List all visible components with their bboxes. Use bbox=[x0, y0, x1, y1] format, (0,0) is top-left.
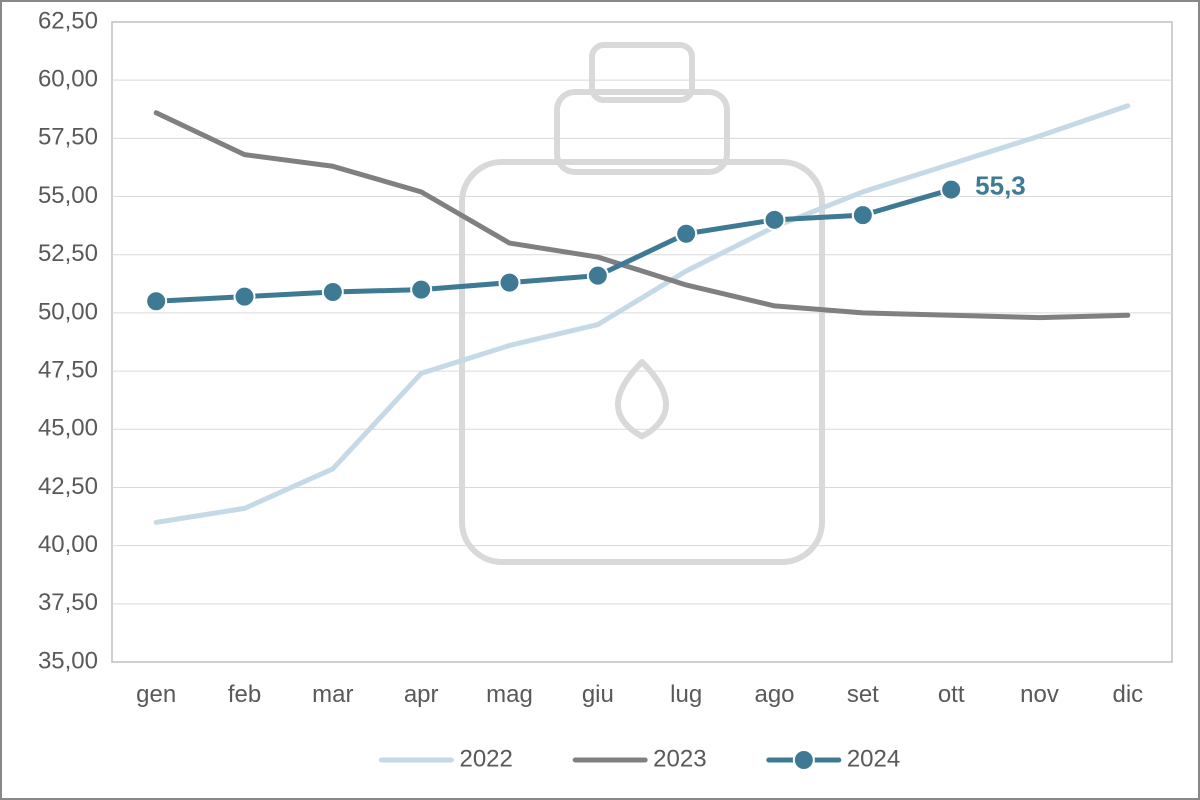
legend-label: 2023 bbox=[653, 745, 706, 772]
y-tick-label: 50,00 bbox=[38, 298, 98, 325]
y-tick-label: 52,50 bbox=[38, 240, 98, 267]
series-2023 bbox=[156, 113, 1128, 318]
y-tick-label: 60,00 bbox=[38, 66, 98, 93]
y-tick-label: 40,00 bbox=[38, 531, 98, 558]
series-2024-marker bbox=[765, 210, 785, 230]
y-tick-label: 57,50 bbox=[38, 124, 98, 151]
y-tick-label: 55,00 bbox=[38, 182, 98, 209]
x-tick-label: feb bbox=[228, 681, 261, 708]
legend-item-2024: 2024 bbox=[769, 745, 900, 772]
x-tick-label: apr bbox=[404, 681, 439, 708]
series-2024-marker bbox=[235, 287, 255, 307]
x-tick-label: set bbox=[847, 681, 879, 708]
series-2024-marker bbox=[676, 224, 696, 244]
series-2024-marker bbox=[323, 282, 343, 302]
series-2024: 55,3 bbox=[146, 170, 1026, 311]
x-tick-label: dic bbox=[1112, 681, 1143, 708]
legend: 2022 2023 2024 bbox=[381, 745, 900, 772]
legend-item-2022: 2022 bbox=[381, 745, 512, 772]
x-tick-label: mar bbox=[312, 681, 353, 708]
series-2024-marker bbox=[500, 273, 520, 293]
legend-label: 2022 bbox=[459, 745, 512, 772]
series-2024-last-label: 55,3 bbox=[975, 170, 1026, 200]
x-tick-label: mag bbox=[486, 681, 533, 708]
y-tick-label: 42,50 bbox=[38, 473, 98, 500]
y-axis: 35,00 37,50 40,00 42,50 45,00 47,50 50,00 52,50… bbox=[38, 7, 1172, 674]
plot-area bbox=[112, 22, 1172, 662]
series-2024-marker bbox=[411, 280, 431, 300]
y-tick-label: 47,50 bbox=[38, 356, 98, 383]
x-tick-label: ott bbox=[938, 681, 965, 708]
x-tick-label: gen bbox=[136, 681, 176, 708]
series-2024-marker bbox=[941, 180, 961, 200]
x-axis: gen feb mar apr mag giu lug ago set ott nov dic bbox=[136, 681, 1143, 708]
x-tick-label: giu bbox=[582, 681, 614, 708]
chart-frame: 35,00 37,50 40,00 42,50 45,00 47,50 50,00 52,50… bbox=[0, 0, 1200, 800]
line-chart: 35,00 37,50 40,00 42,50 45,00 47,50 50,00 52,50… bbox=[2, 2, 1198, 798]
y-tick-label: 35,00 bbox=[38, 647, 98, 674]
series-2024-marker bbox=[853, 205, 873, 225]
x-tick-label: ago bbox=[754, 681, 794, 708]
series-2024-marker bbox=[588, 266, 608, 286]
y-tick-label: 37,50 bbox=[38, 589, 98, 616]
x-tick-label: lug bbox=[670, 681, 702, 708]
x-tick-label: nov bbox=[1020, 681, 1059, 708]
y-tick-label: 45,00 bbox=[38, 415, 98, 442]
legend-label: 2024 bbox=[847, 745, 900, 772]
y-tick-label: 62,50 bbox=[38, 7, 98, 34]
series-2024-marker bbox=[146, 291, 166, 311]
legend-item-2023: 2023 bbox=[575, 745, 706, 772]
